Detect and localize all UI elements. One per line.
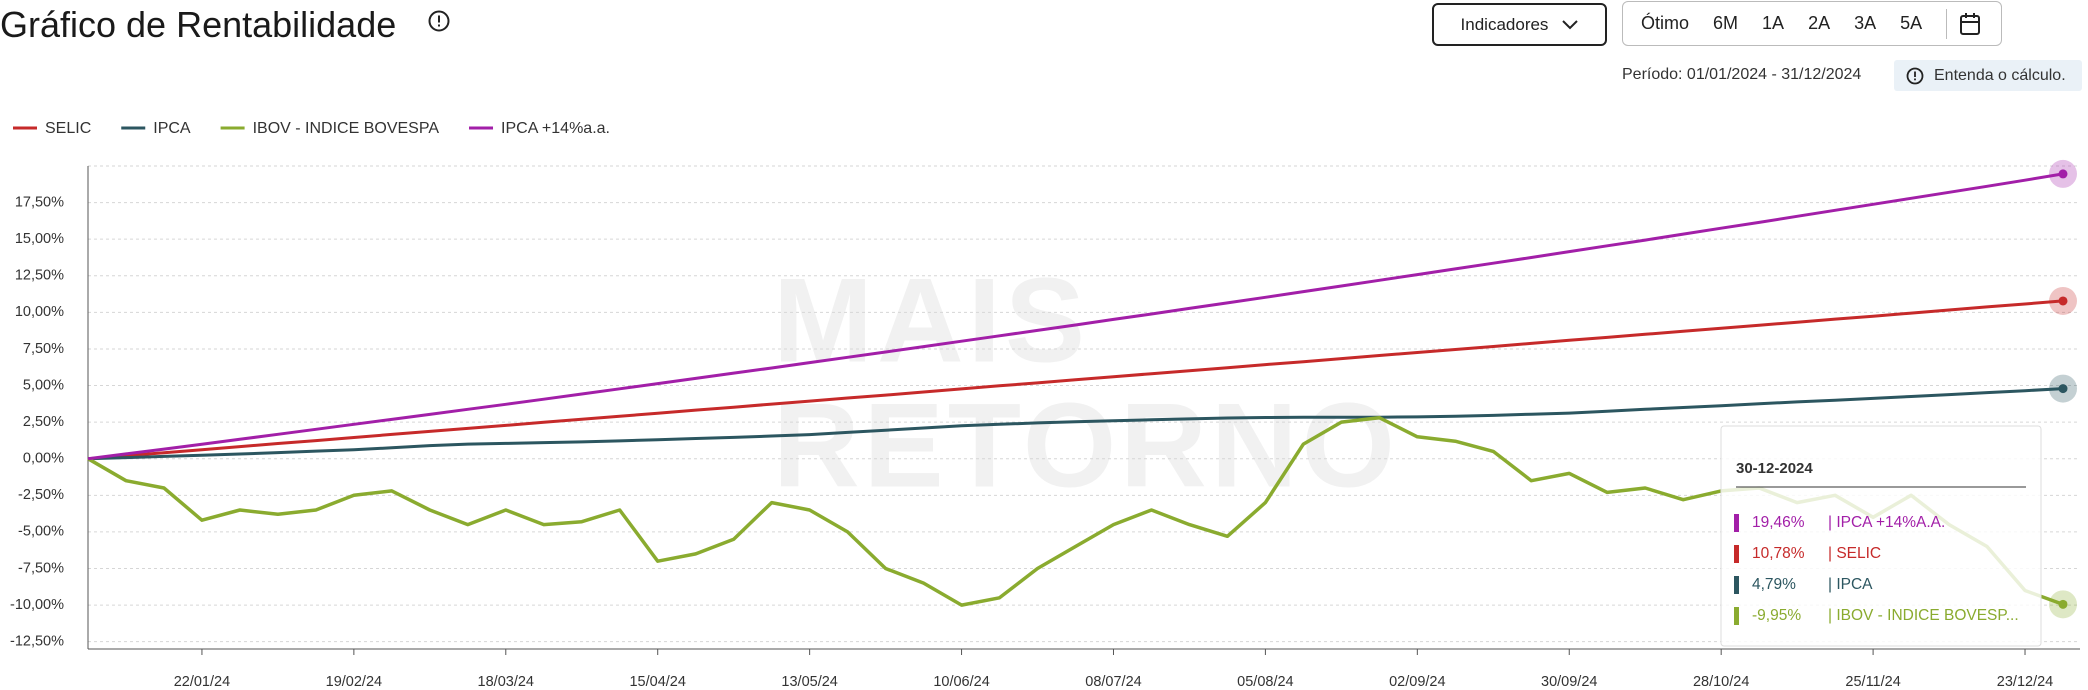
y-tick-label: 0,00% [23, 451, 64, 467]
y-tick-label: -5,00% [18, 524, 64, 540]
tooltip-value: 4,79% [1752, 576, 1796, 593]
x-tick-label: 18/03/24 [478, 674, 534, 690]
x-tick-label: 05/08/24 [1237, 674, 1293, 690]
period-button[interactable]: 1A [1762, 13, 1785, 33]
x-tick-label: 25/11/24 [1845, 674, 1900, 690]
legend-label: SELIC [45, 120, 91, 137]
x-tick-label: 08/07/24 [1085, 674, 1141, 690]
tooltip-name: | IBOV - INDICE BOVESP... [1828, 607, 2019, 624]
tooltip-value: -9,95% [1752, 607, 1801, 624]
info-icon[interactable] [428, 10, 450, 32]
period-button[interactable]: Ótimo [1641, 13, 1690, 33]
chevron [1562, 19, 1579, 29]
x-tick-label: 30/09/24 [1541, 674, 1597, 690]
y-tick-label: -2,50% [18, 487, 64, 503]
period-button[interactable]: 5A [1900, 13, 1923, 33]
y-tick-label: 5,00% [23, 377, 64, 393]
period-buttons: Ótimo 6M 1A 2A 3A 5A [1641, 13, 1946, 34]
watermark: RETORNO [773, 379, 1399, 513]
calendar-button[interactable] [1946, 8, 1981, 39]
tooltip-value: 10,78% [1752, 545, 1805, 562]
tooltip-swatch [1734, 514, 1739, 532]
x-tick-label: 22/01/24 [174, 674, 230, 690]
x-tick-label: 19/02/24 [326, 674, 382, 690]
period-button[interactable]: 6M [1713, 13, 1739, 33]
help-icon [1906, 67, 1924, 84]
help-button[interactable]: Entenda o cálculo. [1894, 60, 2082, 91]
y-tick-label: -7,50% [18, 560, 64, 576]
legend-label: IBOV - INDICE BOVESPA [253, 120, 440, 137]
x-tick-label: 13/05/24 [781, 674, 837, 690]
series-line [87, 387, 2064, 461]
tooltip-box [1720, 425, 2042, 647]
x-tick-label: 15/04/24 [629, 674, 685, 690]
y-tick-label: 10,00% [15, 304, 64, 320]
tooltip-name: | SELIC [1828, 545, 1881, 562]
end-marker-dot [2058, 384, 2068, 394]
watermark: MAIS [773, 254, 1089, 388]
period-range: Período: 01/01/2024 - 31/12/2024 [1622, 66, 1862, 83]
page-title: Gráfico de Rentabilidade [0, 4, 397, 45]
period-button[interactable]: 2A [1808, 13, 1831, 33]
x-tick-label: 28/10/24 [1693, 674, 1749, 690]
end-marker-dot [2058, 296, 2068, 306]
y-tick-label: 7,50% [23, 341, 64, 357]
y-tick-label: 12,50% [15, 268, 64, 284]
period-button[interactable]: 3A [1854, 13, 1877, 33]
indicators-dropdown[interactable]: Indicadores [1432, 3, 1607, 46]
dropdown-label: Indicadores [1460, 14, 1549, 34]
tooltip-swatch [1734, 545, 1739, 563]
period-toolbar: Ótimo 6M 1A 2A 3A 5A [1622, 1, 2002, 46]
end-marker-dot [2058, 169, 2068, 179]
tooltip-value: 19,46% [1752, 514, 1805, 531]
tooltip-name: | IPCA [1828, 576, 1873, 593]
end-marker-dot [2058, 599, 2068, 609]
legend-label: IPCA +14%a.a. [501, 120, 610, 137]
y-tick-label: 17,50% [15, 194, 64, 210]
y-tick-label: 2,50% [23, 414, 64, 430]
calendar-icon [1960, 12, 1981, 35]
tooltip-swatch [1734, 576, 1739, 594]
x-tick-label: 10/06/24 [933, 674, 989, 690]
help-label: Entenda o cálculo. [1934, 66, 2066, 84]
tooltip-title: 30-12-2024 [1736, 460, 1813, 477]
y-tick-label: -12,50% [10, 634, 64, 650]
legend-label: IPCA [153, 120, 191, 137]
tooltip-swatch [1734, 607, 1739, 625]
y-tick-label: 15,00% [15, 231, 64, 247]
x-tick-label: 02/09/24 [1389, 674, 1445, 690]
series-line [87, 299, 2064, 461]
tooltip-name: | IPCA +14%A.A. [1828, 514, 1945, 531]
x-tick-label: 23/12/24 [1997, 674, 2053, 690]
y-tick-label: -10,00% [10, 597, 64, 613]
series-line [87, 172, 2064, 461]
